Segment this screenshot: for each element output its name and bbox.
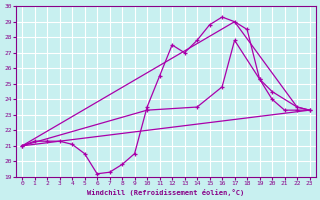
X-axis label: Windchill (Refroidissement éolien,°C): Windchill (Refroidissement éolien,°C)	[87, 189, 244, 196]
